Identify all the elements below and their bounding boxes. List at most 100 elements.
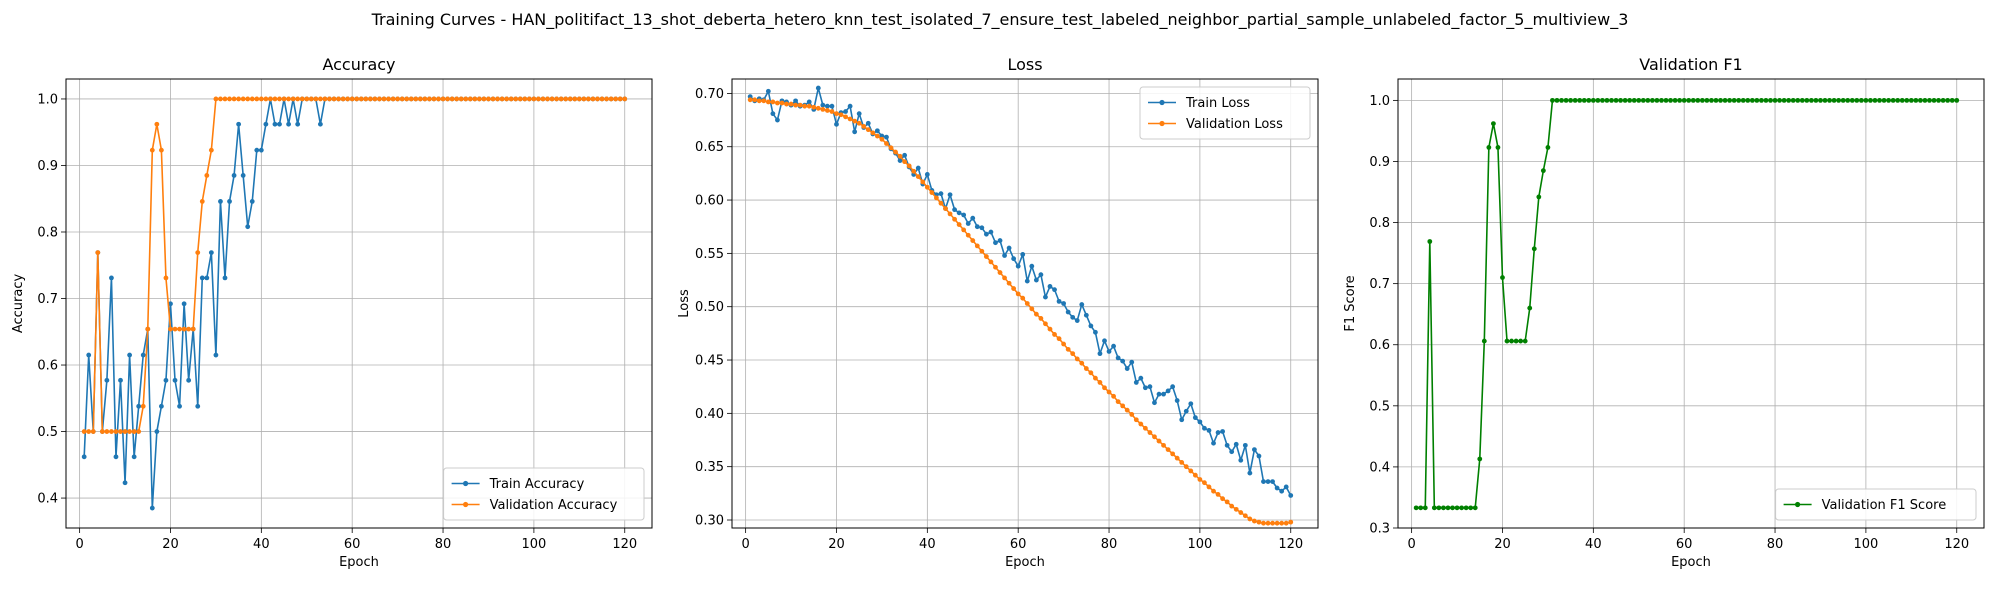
series-1-point	[517, 96, 523, 102]
series-1-point	[1247, 516, 1253, 522]
series-1-point	[367, 96, 373, 102]
series-0-point	[1047, 284, 1053, 289]
series-0-point	[1836, 97, 1842, 103]
series-0-point	[113, 454, 119, 460]
y-tick-label: 0.9	[37, 159, 58, 174]
series-0-point	[1686, 97, 1692, 103]
series-1-point	[1283, 520, 1289, 526]
x-tick-label: 40	[919, 537, 936, 552]
series-0-point	[227, 198, 232, 204]
series-1-point	[947, 211, 953, 217]
series-1-point	[118, 429, 123, 434]
x-tick-label: 60	[344, 537, 361, 552]
series-1-point	[99, 429, 105, 434]
series-0-point	[1609, 97, 1614, 103]
series-0-point	[1631, 97, 1637, 103]
series-1-point	[1033, 311, 1039, 317]
series-1-point	[788, 101, 794, 107]
series-1-point	[1002, 275, 1007, 281]
series-0-point	[1481, 338, 1487, 344]
series-0-point	[1636, 97, 1642, 103]
series-0-point	[1722, 97, 1728, 103]
series-0-point	[1111, 343, 1116, 349]
series-0-point	[1845, 97, 1851, 103]
x-tick-label: 100	[1853, 537, 1878, 552]
series-0-point	[1927, 97, 1932, 103]
series-0-point	[1940, 97, 1946, 103]
series-1-point	[526, 96, 532, 102]
series-0-point	[1745, 97, 1751, 103]
series-0-point	[1754, 97, 1760, 103]
series-1-point	[1043, 321, 1048, 327]
x-tick-label: 80	[1101, 537, 1118, 552]
series-1-point	[554, 96, 559, 102]
series-1-point	[136, 429, 142, 434]
legend-box	[1139, 86, 1311, 140]
series-1-point	[140, 403, 146, 409]
series-1-point	[938, 200, 944, 206]
series-1-point	[317, 96, 323, 102]
y-tick-label: 0.30	[695, 514, 724, 529]
series-0-point	[1550, 97, 1555, 103]
x-axis-label: Epoch	[339, 555, 379, 570]
series-1-point	[195, 250, 201, 256]
series-1-point	[299, 96, 305, 102]
y-tick-label: 0.70	[695, 87, 724, 102]
series-0-point	[1142, 385, 1148, 391]
series-1-point	[852, 118, 858, 124]
series-0-point	[1468, 505, 1474, 511]
series-0-point	[1174, 398, 1180, 403]
series-0-point	[1229, 449, 1235, 455]
series-0-point	[1454, 505, 1460, 511]
series-1-point	[1170, 451, 1176, 457]
series-0-point	[1522, 338, 1528, 344]
series-1-point	[277, 96, 282, 102]
series-1-point	[586, 96, 591, 102]
series-0-point	[1727, 97, 1733, 103]
series-0-point	[1768, 97, 1773, 103]
series-1-point	[1102, 385, 1107, 391]
series-1-point	[1174, 455, 1180, 461]
series-0-point	[231, 173, 237, 178]
series-1-point	[829, 109, 835, 114]
series-1-point	[390, 96, 396, 102]
series-1-point	[436, 96, 441, 102]
series-0-point	[1895, 97, 1901, 103]
y-axis-label: Accuracy	[11, 274, 26, 334]
series-0-point	[1868, 97, 1873, 103]
series-1-point	[1011, 286, 1017, 291]
series-0-point	[770, 111, 776, 117]
series-0-point	[1242, 442, 1248, 448]
series-1-point	[304, 96, 310, 102]
series-0-point	[1672, 97, 1678, 103]
series-0-point	[104, 377, 110, 383]
series-0-point	[1554, 97, 1560, 103]
series-1-point	[802, 103, 808, 109]
x-tick-label: 100	[1187, 537, 1212, 552]
series-0-point	[1627, 97, 1633, 103]
series-1-point	[1220, 496, 1225, 502]
legend-label: Train Accuracy	[489, 477, 585, 492]
series-1-point	[199, 198, 205, 204]
series-1-point	[168, 326, 173, 332]
series-line-0	[749, 87, 1292, 496]
series-0-point	[1604, 97, 1610, 103]
series-1-point	[508, 96, 514, 102]
series-0-point	[1799, 97, 1805, 103]
y-tick-label: 0.8	[1369, 216, 1390, 231]
series-0-point	[263, 121, 269, 127]
series-0-point	[924, 172, 930, 177]
series-1-point	[1188, 468, 1194, 474]
series-1-point	[454, 96, 460, 102]
series-1-point	[336, 96, 341, 102]
series-1-point	[1265, 520, 1271, 526]
series-1-point	[495, 96, 500, 102]
series-1-point	[1179, 460, 1185, 465]
series-0-point	[1129, 359, 1135, 365]
series-1-point	[481, 96, 487, 102]
series-0-point	[1033, 277, 1039, 283]
series-1-point	[775, 100, 780, 106]
series-1-point	[422, 96, 428, 102]
series-1-point	[104, 429, 110, 434]
